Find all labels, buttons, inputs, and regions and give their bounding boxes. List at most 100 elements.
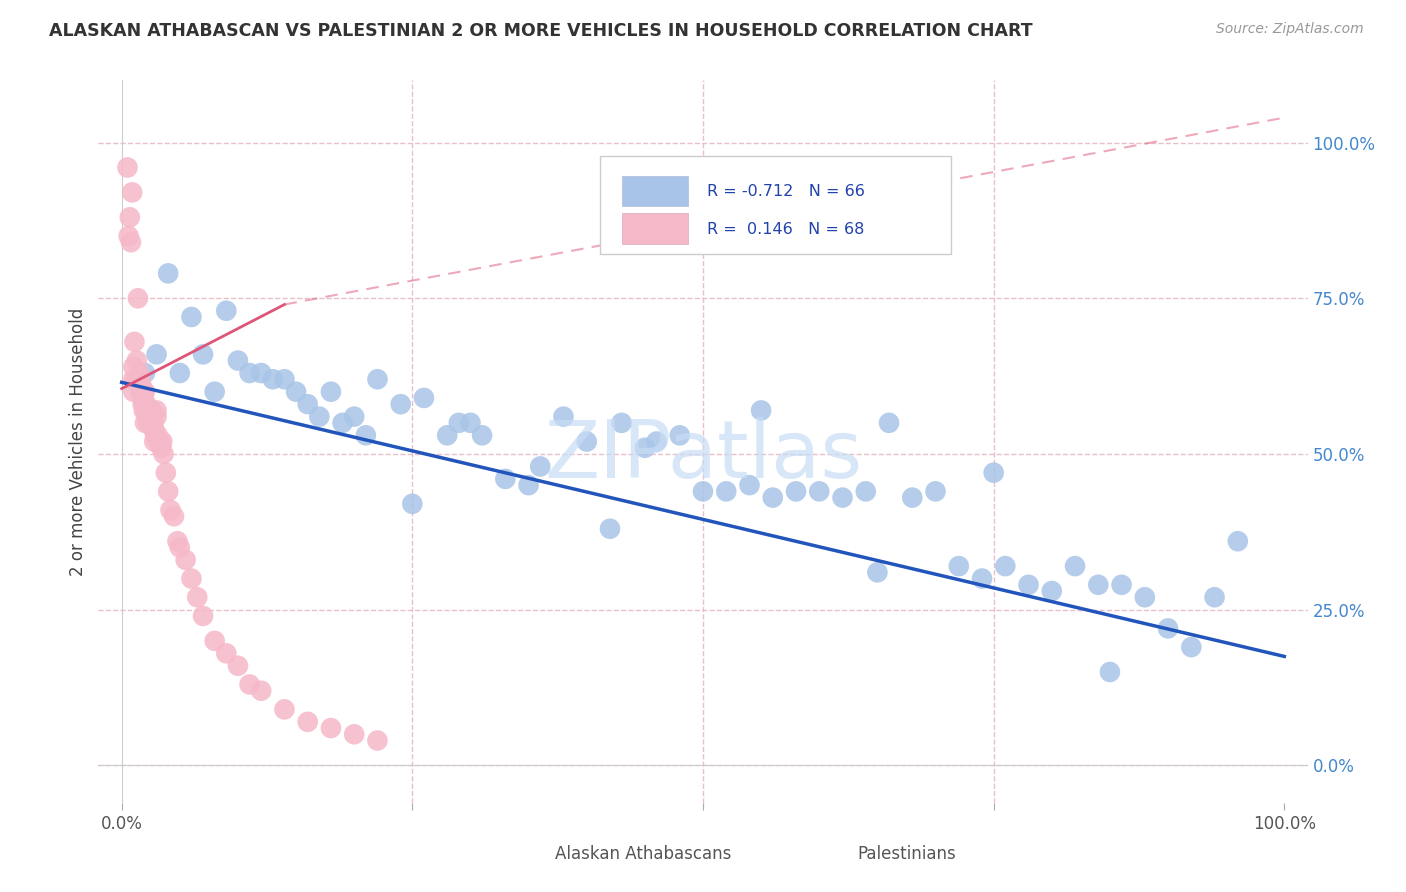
Point <box>877 416 900 430</box>
Point <box>297 714 319 729</box>
Point <box>157 266 180 280</box>
Point <box>163 509 186 524</box>
Point <box>447 416 470 430</box>
Text: R =  0.146   N = 68: R = 0.146 N = 68 <box>707 221 865 236</box>
Point <box>436 428 458 442</box>
Point <box>319 384 342 399</box>
Point <box>1180 640 1202 654</box>
Point <box>142 416 165 430</box>
Point <box>131 391 153 405</box>
Text: Source: ZipAtlas.com: Source: ZipAtlas.com <box>1216 22 1364 37</box>
Point <box>136 403 159 417</box>
Point <box>174 553 197 567</box>
Point <box>645 434 668 449</box>
Point <box>186 591 208 605</box>
Point <box>141 416 163 430</box>
Point <box>191 609 214 624</box>
Point <box>366 733 388 747</box>
Point <box>117 161 139 175</box>
Point <box>1204 591 1226 605</box>
Point <box>152 447 174 461</box>
Point <box>831 491 853 505</box>
FancyBboxPatch shape <box>621 176 689 206</box>
Point <box>1040 584 1063 599</box>
Point <box>1018 578 1040 592</box>
Point <box>749 403 772 417</box>
Point <box>855 484 877 499</box>
Text: Palestinians: Palestinians <box>858 845 956 863</box>
Text: ALASKAN ATHABASCAN VS PALESTINIAN 2 OR MORE VEHICLES IN HOUSEHOLD CORRELATION CH: ALASKAN ATHABASCAN VS PALESTINIAN 2 OR M… <box>49 22 1033 40</box>
Point <box>389 397 412 411</box>
Point <box>157 484 180 499</box>
Point <box>226 353 249 368</box>
Point <box>131 378 153 392</box>
Point <box>125 353 148 368</box>
Point <box>343 409 366 424</box>
Point <box>471 428 494 442</box>
Point <box>148 434 170 449</box>
Point <box>866 566 889 580</box>
Point <box>124 372 146 386</box>
Point <box>970 572 993 586</box>
Point <box>131 397 153 411</box>
Point <box>215 303 238 318</box>
Point <box>141 403 163 417</box>
Point <box>131 384 153 399</box>
Point <box>1087 578 1109 592</box>
Point <box>118 229 141 244</box>
Point <box>135 403 157 417</box>
Point <box>343 727 366 741</box>
Point <box>1064 559 1087 574</box>
Point <box>239 366 262 380</box>
Point <box>143 434 166 449</box>
Point <box>180 310 202 324</box>
Point <box>150 434 173 449</box>
Point <box>575 434 598 449</box>
Point <box>808 484 831 499</box>
Point <box>239 677 262 691</box>
Point <box>262 372 284 386</box>
Point <box>273 372 295 386</box>
Point <box>1098 665 1121 679</box>
Point <box>169 541 191 555</box>
Point <box>129 384 152 399</box>
Point <box>250 683 273 698</box>
Point <box>204 384 226 399</box>
Point <box>716 484 738 499</box>
Point <box>134 397 156 411</box>
Point <box>138 403 160 417</box>
Point <box>191 347 214 361</box>
Point <box>308 409 330 424</box>
Point <box>124 334 146 349</box>
Point <box>127 291 149 305</box>
Point <box>762 491 785 505</box>
Point <box>145 347 167 361</box>
Point <box>135 397 157 411</box>
Point <box>738 478 761 492</box>
Point <box>983 466 1005 480</box>
Point <box>460 416 482 430</box>
Point <box>128 366 150 380</box>
Point <box>354 428 377 442</box>
Point <box>1111 578 1133 592</box>
Point <box>994 559 1017 574</box>
Point <box>517 478 540 492</box>
Point <box>166 534 188 549</box>
FancyBboxPatch shape <box>600 156 950 253</box>
Point <box>250 366 273 380</box>
FancyBboxPatch shape <box>621 213 689 244</box>
Point <box>180 572 202 586</box>
Point <box>1133 591 1156 605</box>
Point <box>120 235 142 250</box>
Point <box>132 384 155 399</box>
Point <box>692 484 714 499</box>
Point <box>319 721 342 735</box>
Point <box>143 422 166 436</box>
Point <box>332 416 354 430</box>
Point <box>134 384 156 399</box>
Point <box>145 403 167 417</box>
Text: Alaskan Athabascans: Alaskan Athabascans <box>555 845 733 863</box>
Point <box>145 409 167 424</box>
Point <box>668 428 690 442</box>
Point <box>413 391 436 405</box>
